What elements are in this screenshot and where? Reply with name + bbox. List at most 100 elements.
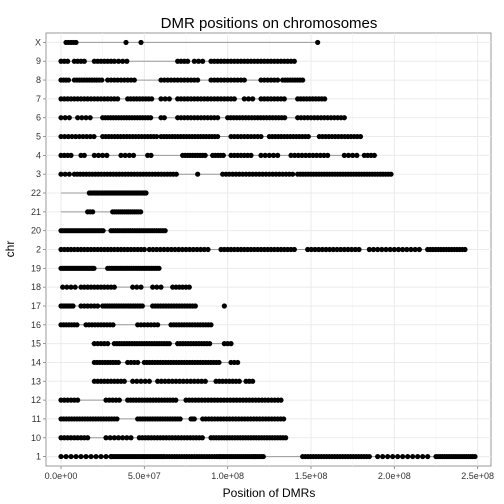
- dmr-point: [325, 152, 331, 158]
- dmr-point: [162, 228, 168, 234]
- y-tick-label: 18: [31, 282, 41, 292]
- dmr-point: [103, 453, 109, 460]
- dmr-point: [172, 246, 178, 253]
- dmr-point: [150, 246, 156, 253]
- dmr-point: [63, 453, 69, 460]
- y-tick-label: 11: [32, 414, 41, 424]
- dmr-point: [202, 152, 208, 158]
- dmr-point: [187, 246, 193, 253]
- dmr-point: [185, 58, 191, 64]
- dmr-point: [192, 303, 198, 309]
- dmr-point: [317, 152, 323, 158]
- dmr-point: [161, 246, 167, 253]
- y-tick-label: 21: [31, 207, 41, 217]
- dmr-point: [64, 284, 70, 290]
- dmr-point: [68, 453, 74, 460]
- dmr-point: [258, 133, 264, 140]
- dmr-point: [58, 115, 64, 121]
- dmr-point: [322, 96, 328, 102]
- x-axis-ticks: 0.0e+00 5.0e+07 1.0e+08 1.5e+08 2.0e+08 2.5e+…: [45, 466, 494, 481]
- dmr-point: [179, 246, 185, 253]
- dmr-point: [310, 152, 316, 158]
- dmr-point: [107, 435, 113, 441]
- dmr-point: [350, 152, 356, 158]
- dmr-point: [356, 246, 362, 253]
- dmr-point: [275, 152, 281, 158]
- dmr-point: [85, 435, 91, 441]
- dmr-point: [148, 115, 154, 121]
- dmr-point: [80, 133, 86, 140]
- dmr-point: [357, 133, 364, 140]
- dmr-point: [370, 246, 377, 253]
- dmr-point: [375, 453, 381, 460]
- dmr-point: [155, 322, 161, 328]
- dmr-point: [288, 152, 294, 158]
- dmr-point: [177, 416, 183, 422]
- dmr-point: [338, 246, 344, 253]
- dmr-point: [65, 133, 71, 140]
- dmr-point: [198, 246, 204, 253]
- dmr-point: [278, 397, 284, 403]
- y-axis-ticks: 1 10 11 12 13 14 15 16 17 18 19 2 20 21 22 3 4 5 6 7 8 9 X: [31, 37, 46, 462]
- dmr-point: [149, 96, 155, 102]
- dmr-point: [158, 284, 164, 290]
- dmr-point: [104, 152, 110, 158]
- dmr-point: [81, 58, 87, 64]
- dmr-point: [121, 378, 127, 384]
- dmr-point: [292, 152, 298, 158]
- dmr-point: [150, 284, 156, 290]
- y-tick-label: 5: [36, 132, 41, 142]
- dmr-point: [388, 171, 394, 177]
- dmr-point: [100, 228, 106, 234]
- dmr-point: [387, 246, 393, 253]
- dmr-point: [341, 152, 347, 158]
- dmr-point: [405, 453, 411, 460]
- dmr-point: [173, 397, 179, 403]
- dmr-point: [120, 435, 126, 441]
- dmr-point: [295, 152, 301, 158]
- dmr-point: [194, 246, 200, 253]
- dmr-point: [93, 453, 99, 460]
- dmr-point: [68, 152, 74, 158]
- dmr-point: [58, 171, 64, 177]
- dmr-point: [91, 133, 97, 140]
- dmr-point: [215, 115, 221, 121]
- dmr-point: [146, 246, 152, 253]
- dmr-point: [76, 133, 82, 140]
- dmr-point: [62, 171, 68, 177]
- dmr-point: [66, 115, 72, 121]
- dmr-point: [118, 152, 124, 158]
- dmr-point: [201, 246, 207, 253]
- dmr-point: [420, 453, 426, 460]
- dmr-point: [400, 453, 406, 460]
- dmr-point: [111, 284, 117, 290]
- dmr-point: [375, 246, 381, 253]
- dmr-point: [316, 246, 322, 253]
- dmr-point: [352, 246, 358, 253]
- dmr-point: [75, 115, 81, 121]
- y-tick-label: X: [35, 37, 41, 47]
- dmr-point: [142, 378, 148, 384]
- dmr-point: [236, 378, 242, 384]
- dmr-point: [235, 359, 241, 366]
- y-tick-label: 1: [36, 452, 41, 462]
- dmr-point: [380, 453, 386, 460]
- dmr-point: [154, 284, 160, 290]
- dmr-point: [354, 152, 360, 158]
- dmr-point: [195, 171, 201, 177]
- dmr-point: [195, 77, 201, 83]
- dmr-point: [270, 152, 277, 158]
- dmr-point: [241, 96, 247, 102]
- dmr-point: [250, 378, 256, 384]
- dmr-point: [90, 209, 96, 215]
- dmr-point: [134, 378, 140, 384]
- dmr-point: [191, 416, 197, 422]
- dmr-point: [220, 152, 226, 158]
- dmr-point: [165, 246, 171, 253]
- chart-title: DMR positions on chromosomes: [161, 15, 378, 32]
- dmr-point: [345, 152, 352, 158]
- x-tick-label: 1.0e+08: [211, 471, 244, 481]
- dmr-point: [122, 152, 128, 158]
- x-tick-label: 5.0e+07: [128, 471, 161, 481]
- dmr-point: [65, 77, 72, 83]
